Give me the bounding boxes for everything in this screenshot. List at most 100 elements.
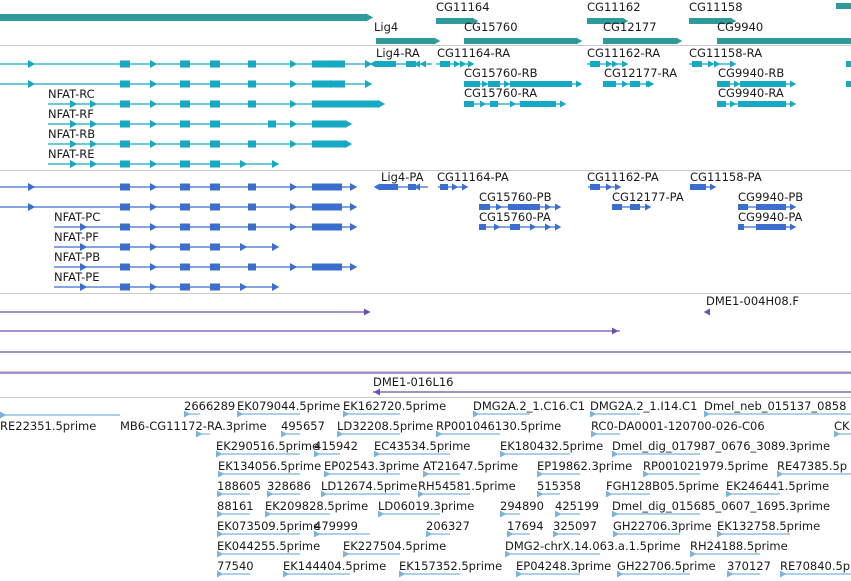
protein-cg9940-pb[interactable] [738, 203, 797, 211]
est-label[interactable]: 88161 [217, 499, 254, 513]
est-label[interactable]: 188605 [217, 479, 261, 493]
protein-label-nfat-pe[interactable]: NFAT-PE [54, 270, 99, 284]
est-rh54581-5prime[interactable]: RH54581.5prime [418, 479, 516, 498]
est-rp001021979-5prime[interactable]: RP001021979.5prime [643, 459, 768, 478]
est-328686[interactable]: 328686 [267, 479, 311, 498]
est-label[interactable]: 77540 [217, 559, 254, 573]
est-ld32208-5prime[interactable]: LD32208.5prime [337, 419, 433, 438]
est-label[interactable]: Dmel_dig_017987_0676_3089.3prime [612, 439, 830, 453]
gene-bar-lig4[interactable] [376, 38, 434, 44]
protein-cg15760-pa[interactable] [479, 223, 562, 231]
clone-track[interactable]: DME1-004H08.F DME1-016L16 [0, 294, 851, 396]
protein-cg11162-pa[interactable] [588, 183, 622, 191]
est-label[interactable]: FGH128B05.5prime [606, 479, 719, 493]
est-ek134056-5prime[interactable]: EK134056.5prime [218, 459, 321, 478]
est-label[interactable]: EK079044.5prime [237, 399, 340, 413]
protein-cg15760-pb[interactable] [479, 203, 562, 211]
est-label[interactable]: GH22706.5prime [617, 559, 716, 573]
est-label[interactable]: 495657 [281, 419, 325, 433]
est-ek290516-5prime[interactable]: EK290516.5prime [216, 439, 319, 458]
est-415942[interactable]: 415942 [314, 439, 358, 458]
protein-label-nfat-pc[interactable]: NFAT-PC [54, 210, 100, 224]
est-label[interactable]: 515358 [537, 479, 581, 493]
est-mb6-cg11172-ra-3prime[interactable]: MB6-CG11172-RA.3prime [120, 419, 267, 438]
est-ec43534-5prime[interactable]: EC43534.5prime [374, 439, 470, 458]
est-label[interactable]: EK157352.5prime [399, 559, 502, 573]
est-label[interactable]: EP04248.3prime [516, 559, 611, 573]
est-label[interactable]: 2666289 [184, 399, 235, 413]
est-label[interactable]: RP001046130.5prime [436, 419, 561, 433]
transcript-nfat-2[interactable] [48, 100, 386, 108]
transcript-nfat-5[interactable] [48, 160, 280, 168]
est-label[interactable]: EP02543.3prime [324, 459, 419, 473]
est-label[interactable]: EK134056.5prime [218, 459, 321, 473]
protein-cg11158-pa[interactable] [690, 183, 717, 191]
est-label[interactable]: 370127 [727, 559, 771, 573]
protein-label-cg15760-pa[interactable]: CG15760-PA [479, 210, 551, 224]
est-ek079044-5prime[interactable]: EK079044.5prime [237, 399, 340, 418]
protein-nfat-3[interactable] [54, 243, 280, 251]
est-label[interactable]: EK180432.5prime [500, 439, 603, 453]
est-label[interactable]: 325097 [553, 519, 597, 533]
protein-nfat-0[interactable] [0, 183, 358, 191]
protein-cg11164-pa[interactable] [438, 183, 469, 191]
est-label[interactable]: DMG2A.2_1.C16.C1 [473, 399, 585, 413]
est-325097[interactable]: 325097 [553, 519, 597, 538]
est-label[interactable]: LD06019.3prime [378, 499, 474, 513]
gene-bar-cg11158[interactable] [689, 18, 730, 24]
est-dmg2a-2-1-i14-c1[interactable]: DMG2A.2_1.I14.C1 [590, 399, 697, 418]
est-re70840-5prime[interactable]: RE70840.5prime [780, 559, 851, 578]
protein-cg12177-pa[interactable] [612, 203, 652, 211]
est-label[interactable]: 206327 [426, 519, 470, 533]
est-ek144404-5prime[interactable]: EK144404.5prime [283, 559, 386, 578]
protein-label-cg9940-pa[interactable]: CG9940-PA [738, 210, 803, 224]
est-label[interactable]: Dmel_dig_015685_0607_1695.3prime [612, 499, 830, 513]
est-track[interactable]: 2666289 EK079044.5prime EK162720.5prime DMG… [0, 399, 851, 578]
est-ep19862-3prime[interactable]: EP19862.3prime [537, 459, 632, 478]
protein-label-cg11164-pa[interactable]: CG11164-PA [437, 170, 509, 184]
est-ek209828-5prime[interactable]: EK209828.5prime [265, 499, 368, 518]
est-label[interactable]: RH24188.5prime [690, 539, 788, 553]
est-rp001046130-5prime[interactable]: RP001046130.5prime [436, 419, 561, 438]
protein-nfat-4[interactable] [54, 263, 358, 271]
est-495657[interactable]: 495657 [281, 419, 325, 438]
est-dmel-dig-017987-0676-3089-3prime[interactable]: Dmel_dig_017987_0676_3089.3prime [612, 439, 830, 458]
est-ek132758-5prime[interactable]: EK132758.5prime [717, 519, 820, 538]
clone-label-dme1-016l16[interactable]: DME1-016L16 [373, 375, 454, 389]
est-rc0-da0001-120700-026-c06[interactable]: RC0-DA0001-120700-026-C06 [591, 419, 765, 438]
est-479999[interactable]: 479999 [314, 519, 370, 538]
est-label[interactable]: 479999 [314, 519, 358, 533]
transcript-label-cg9940-ra[interactable]: CG9940-RA [718, 86, 784, 100]
est-ek157352-5prime[interactable]: EK157352.5prime [399, 559, 502, 578]
est-gh22706-5prime[interactable]: GH22706.5prime [617, 559, 716, 578]
protein-track[interactable]: NFAT-PC NFAT-PF NFAT-PB NFAT-PE Lig4-PA CG111… [0, 170, 803, 291]
est-188605[interactable]: 188605 [217, 479, 261, 498]
est-label[interactable]: 425199 [555, 499, 599, 513]
est-label[interactable]: CK [834, 419, 850, 433]
gene-label-cg12177[interactable]: CG12177 [603, 20, 657, 34]
protein-label-cg11162-pa[interactable]: CG11162-PA [587, 170, 659, 184]
gene-label-cg11162[interactable]: CG11162 [587, 0, 641, 14]
protein-nfat-1[interactable] [0, 203, 358, 211]
transcript-cg11164-ra[interactable] [436, 60, 475, 68]
est-88161[interactable]: 88161 [217, 499, 254, 518]
protein-label-cg9940-pb[interactable]: CG9940-PB [738, 190, 803, 204]
gene-bar-cg12177[interactable] [603, 38, 676, 44]
est-ek246441-5prime[interactable]: EK246441.5prime [726, 479, 829, 498]
est-label[interactable]: EK132758.5prime [717, 519, 820, 533]
est-ld06019-3prime[interactable]: LD06019.3prime [378, 499, 474, 518]
est-re47385-5p[interactable]: RE47385.5p [777, 459, 851, 478]
est-ek180432-5prime[interactable]: EK180432.5prime [500, 439, 603, 458]
est-label[interactable]: RE70840.5prime [780, 559, 851, 573]
transcript-offscreen[interactable] [846, 81, 851, 87]
est-label[interactable]: DMG2A.2_1.I14.C1 [590, 399, 697, 413]
transcript-label-cg15760-rb[interactable]: CG15760-RB [464, 66, 538, 80]
transcript-cg15760-rb[interactable] [464, 80, 583, 88]
gene-bar-nfat[interactable] [0, 14, 366, 21]
transcript-cg9940-rb[interactable] [717, 80, 797, 88]
est-dmg2-chrx-14-063-a-1-5prime[interactable]: DMG2-chrX.14.063.a.1.5prime [505, 539, 680, 558]
est-ek073509-5prime[interactable]: EK073509.5prime [217, 519, 320, 538]
est-label[interactable]: MB6-CG11172-RA.3prime [120, 419, 267, 433]
est-label[interactable]: LD12674.5prime [321, 479, 417, 493]
